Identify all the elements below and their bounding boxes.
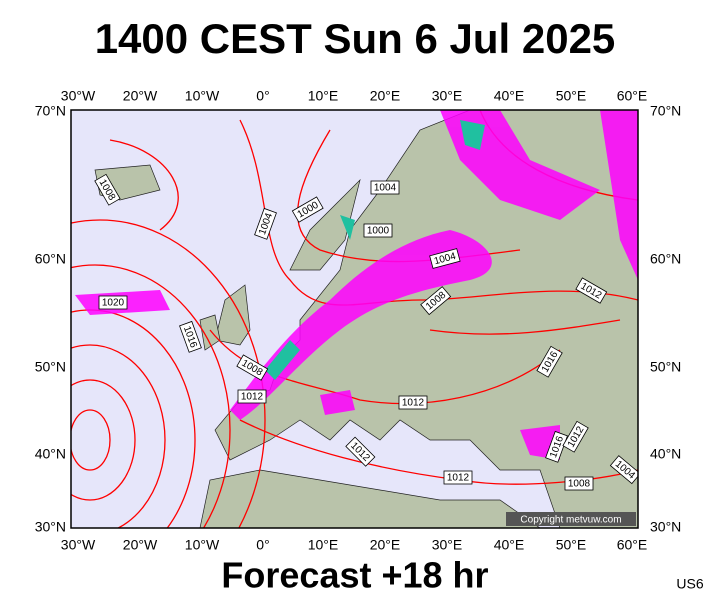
lat-label: 30°N xyxy=(35,519,66,535)
isobar-label-box xyxy=(429,248,461,269)
isobar-label-box xyxy=(370,180,400,195)
isobar-label-text: 1000 xyxy=(367,226,390,237)
lon-label: 30°E xyxy=(432,537,463,553)
title: 1400 CEST Sun 6 Jul 2025 xyxy=(95,15,616,62)
graticule-labels: 30°W 30°W 20°W 20°W 10°W 10°W 0° 0° 10°E 10°E 20°E… xyxy=(35,88,682,553)
lon-label: 20°E xyxy=(370,537,401,553)
lon-label: 20°W xyxy=(123,537,158,553)
isobar-label-box xyxy=(562,420,589,453)
lon-label: 30°W xyxy=(61,537,96,553)
lon-label: 0° xyxy=(256,537,269,553)
lat-label: 50°N xyxy=(650,359,681,375)
isobar-label-box xyxy=(420,286,452,316)
lon-label: 40°E xyxy=(494,537,525,553)
lon-label: 20°E xyxy=(370,88,401,104)
isobar-label-box xyxy=(236,354,269,381)
copyright-box xyxy=(506,512,636,526)
isobar-label-text: 1012 xyxy=(447,473,470,484)
isobar-label-box xyxy=(345,436,376,467)
map-frame xyxy=(70,109,639,529)
lat-label: 60°N xyxy=(650,251,681,267)
lon-label: 30°E xyxy=(432,88,463,104)
isobar-label: 1004 xyxy=(370,180,400,195)
lon-label: 50°E xyxy=(556,88,587,104)
copyright: Copyright metvuw.com xyxy=(520,515,621,526)
isobar-label-text: 1012 xyxy=(402,398,425,409)
lat-label: 40°N xyxy=(650,446,681,462)
lat-label: 30°N xyxy=(650,519,681,535)
isobar-label-box xyxy=(609,455,638,485)
isobar-label: 1012 xyxy=(398,395,428,410)
isobar-label-box xyxy=(575,277,608,304)
lon-label: 50°E xyxy=(556,537,587,553)
lon-label: 20°W xyxy=(123,88,158,104)
lon-label: 60°E xyxy=(617,537,648,553)
lat-label: 70°N xyxy=(35,103,66,119)
isobar-label-box xyxy=(545,430,568,463)
lat-label: 70°N xyxy=(650,103,681,119)
lon-label: 0° xyxy=(256,88,269,104)
isobar-label-text: 1012 xyxy=(241,392,264,403)
lon-label: 10°E xyxy=(308,537,339,553)
lat-label: 40°N xyxy=(35,446,66,462)
isobar-label-box xyxy=(564,476,594,491)
lon-label: 30°W xyxy=(61,88,96,104)
lat-label: 60°N xyxy=(35,251,66,267)
isobar-label-box xyxy=(237,389,267,404)
isobar-label: 1008 xyxy=(564,476,594,491)
isobar-label: 1012 xyxy=(443,470,473,485)
forecast: Forecast +18 hr xyxy=(221,555,488,596)
isobar-label: 1020 xyxy=(98,295,128,310)
isobar-label-text: 1008 xyxy=(568,479,591,490)
isobar-label-box xyxy=(398,395,428,410)
isobar-label-box xyxy=(98,295,128,310)
lat-label: 50°N xyxy=(35,359,66,375)
isobar-label-box xyxy=(363,223,393,238)
lon-label: 10°W xyxy=(185,537,220,553)
lon-label: 10°W xyxy=(185,88,220,104)
lon-label: 40°E xyxy=(494,88,525,104)
isobar-label-text: 1020 xyxy=(102,298,125,309)
isobar-label-box xyxy=(179,320,202,353)
isobar-label-box xyxy=(536,345,563,378)
lon-label: 10°E xyxy=(308,88,339,104)
isobar-label-box xyxy=(94,173,121,206)
isobar-label-box xyxy=(254,207,277,240)
isobar-label: 1004 xyxy=(429,248,461,269)
isobar-label-box xyxy=(291,196,324,223)
isobar-label-text: 1004 xyxy=(374,183,397,194)
model-code: US6 xyxy=(676,576,703,592)
isobar-label: 1000 xyxy=(363,223,393,238)
heavy-precipitation xyxy=(265,120,485,380)
isobar-label: 1012 xyxy=(237,389,267,404)
isobar-label-box xyxy=(443,470,473,485)
lon-label: 60°E xyxy=(617,88,648,104)
